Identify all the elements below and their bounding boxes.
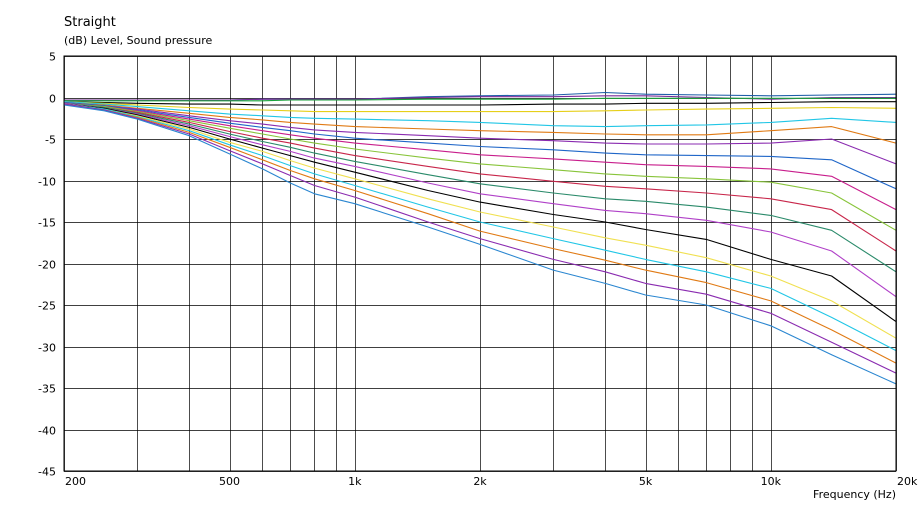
y-axis-label: (dB) Level, Sound pressure xyxy=(64,34,213,47)
series-line-11 xyxy=(63,102,897,231)
series-line-9 xyxy=(63,101,897,190)
x-tick-label: 1k xyxy=(348,475,362,488)
x-tick-label: 20k xyxy=(897,475,918,488)
x-tick-label: 2k xyxy=(473,475,487,488)
series-line-16 xyxy=(63,103,897,339)
y-tick-label: -40 xyxy=(38,425,56,438)
x-tick-label: 500 xyxy=(219,475,240,488)
chart-title: Straight xyxy=(64,15,116,30)
series-lines xyxy=(63,91,897,385)
y-tick-label: -45 xyxy=(38,466,56,479)
x-axis-label: Frequency (Hz) xyxy=(813,488,896,501)
series-line-13 xyxy=(63,102,897,273)
series-line-10 xyxy=(63,102,897,211)
y-tick-label: 0 xyxy=(49,93,56,106)
x-tick-label: 200 xyxy=(65,475,86,488)
y-tick-label: -20 xyxy=(38,259,56,272)
y-tick-label: -15 xyxy=(38,217,56,230)
y-tick-label: -25 xyxy=(38,300,56,313)
series-line-18 xyxy=(63,103,897,364)
y-tick-label: -35 xyxy=(38,383,56,396)
series-line-12 xyxy=(63,102,897,252)
series-line-7 xyxy=(63,101,897,144)
x-tick-label: 5k xyxy=(639,475,653,488)
series-line-14 xyxy=(63,102,897,298)
x-tick-label: 10k xyxy=(761,475,782,488)
series-line-3 xyxy=(64,97,896,102)
series-line-4 xyxy=(63,101,896,106)
series-line-15 xyxy=(63,103,897,323)
plot-frame xyxy=(63,55,897,472)
series-line-20 xyxy=(63,104,897,385)
y-tick-label: -5 xyxy=(45,134,56,147)
series-line-19 xyxy=(63,103,897,374)
series-line-6 xyxy=(63,101,897,128)
x-gridlines xyxy=(64,56,897,471)
y-tick-label: -30 xyxy=(38,342,56,355)
y-tick-label: -10 xyxy=(38,176,56,189)
series-line-5 xyxy=(63,101,897,113)
x-tick-labels: 200 500 1k 2k 5k 10k 20k xyxy=(65,475,918,488)
series-line-8 xyxy=(63,101,897,165)
y-tick-labels: 5 0 -5 -10 -15 -20 -25 -30 -35 -40 -45 xyxy=(38,51,56,479)
series-line-17 xyxy=(63,103,897,352)
y-tick-label: 5 xyxy=(49,51,56,64)
